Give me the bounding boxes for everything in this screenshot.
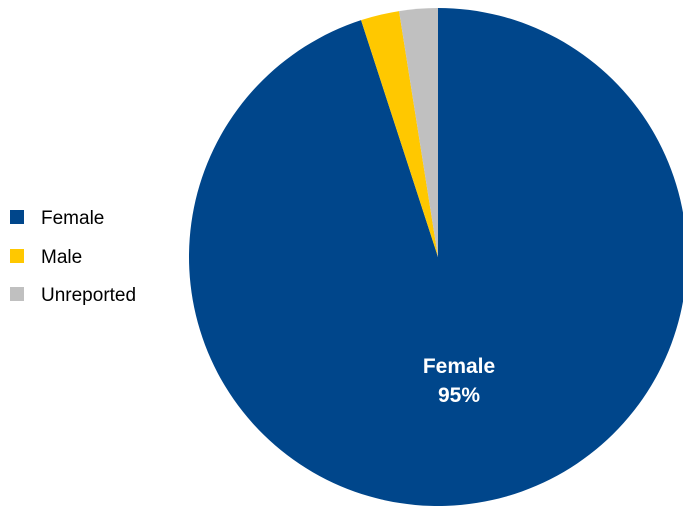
pie-slices bbox=[189, 8, 683, 506]
legend-swatch-unreported bbox=[10, 287, 24, 301]
data-label-female-name: Female bbox=[423, 355, 495, 378]
legend-swatch-female bbox=[10, 210, 24, 224]
legend-label-male: Male bbox=[41, 247, 82, 268]
legend-swatch-male bbox=[10, 249, 24, 263]
legend: Female Male Unreported bbox=[10, 208, 136, 306]
legend-label-female: Female bbox=[41, 208, 104, 229]
data-label-female-value: 95% bbox=[438, 384, 480, 407]
legend-label-unreported: Unreported bbox=[41, 285, 136, 306]
